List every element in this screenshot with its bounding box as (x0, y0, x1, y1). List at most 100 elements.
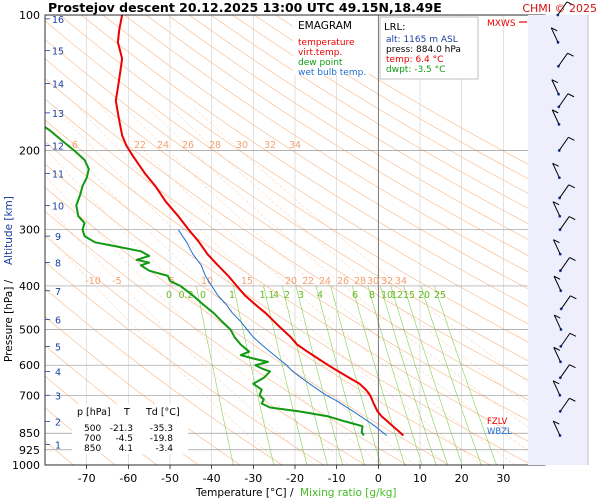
x-tick-label: 10 (413, 472, 427, 485)
wind-barb-flag (553, 239, 560, 244)
p-tick-label: 700 (19, 389, 40, 402)
dry-adiabat (59, 15, 545, 334)
wind-barb-flag (568, 184, 576, 189)
wind-panel (528, 15, 588, 465)
p-tick-label: 500 (19, 324, 40, 337)
mixing-ratio-label: 12 (391, 290, 403, 301)
levels-row-p: 500 (84, 424, 101, 434)
x-tick-label: -30 (244, 472, 262, 485)
altitude-label: 2 (55, 417, 61, 428)
wind-barb-flag (553, 275, 561, 280)
mixing-ratio-label: 0.2 (178, 290, 193, 301)
x-tick-label: -40 (203, 472, 221, 485)
wind-barb-flag (552, 201, 560, 206)
fzlv-label: FZLV (487, 417, 508, 427)
x-tick-label: 20 (455, 472, 469, 485)
chart-title: Prostejov descent 20.12.2025 13:00 UTC 4… (48, 0, 442, 15)
wbzl-label: WBZL (487, 427, 512, 437)
wind-barb-flag (569, 257, 576, 262)
mixing-ratio-label: 25 (434, 290, 446, 301)
altitude-label: 10 (52, 201, 64, 212)
altitude-label: 5 (55, 342, 61, 353)
wind-barb-flag (552, 162, 559, 167)
wind-barb-shaft (553, 314, 562, 330)
levels-row-t: 4.1 (119, 444, 133, 454)
wind-barb-flag (567, 93, 575, 98)
wind-barb-shaft (552, 239, 561, 255)
altitude-label: 1 (55, 440, 61, 451)
wind-barb-shaft (553, 276, 562, 291)
adiabat-label: -5 (112, 276, 121, 287)
wind-barb-shaft (551, 109, 560, 125)
lrl-temp: temp: 6.4 °C (386, 55, 443, 65)
p-tick-label: 400 (19, 280, 40, 293)
wind-barb-shaft (557, 1, 568, 16)
p-tick-label: 300 (19, 224, 40, 237)
wind-barb-shaft (559, 397, 570, 412)
levels-table-box (72, 404, 188, 454)
wind-barb-shaft (552, 420, 561, 436)
mixing-ratio-label: 0 (166, 290, 172, 301)
wind-barb-shaft (560, 295, 571, 310)
x-tick-label: 0 (375, 472, 382, 485)
x-tick-label: -20 (286, 472, 304, 485)
mixing-ratio-label: 2 (284, 290, 290, 301)
dry-adiabat (210, 15, 545, 218)
wind-barb-shaft (552, 380, 561, 396)
dry-adiabat-label: 32 (264, 140, 276, 151)
dry-adiabat (189, 15, 545, 233)
altitude-label: 4 (55, 368, 61, 379)
lrl-box (379, 16, 479, 80)
dry-adiabat (124, 15, 545, 282)
levels-header-t: T (123, 407, 130, 418)
legend-dew-point: dew point (298, 58, 343, 68)
wind-barbs-layer (528, 1, 589, 465)
altitude-label: 13 (52, 109, 64, 120)
adiabat-label: 24 (319, 276, 331, 287)
adiabat-label: 30 (367, 276, 379, 287)
mxws-label: MXWS (487, 19, 516, 29)
lrl-dwpt: dwpt: -3.5 °C (386, 65, 445, 75)
axes-layer: -70 -60 -50 -40 -30 -20 -10 0 10 20 30100200300400… (12, 9, 546, 485)
levels-header-p: p [hPa] (77, 407, 111, 418)
wind-barb-shaft (558, 137, 569, 151)
adiabat-label: 10 (201, 276, 213, 287)
levels-row-p: 700 (84, 434, 101, 444)
mixing-ratio-label: 1 (229, 290, 235, 301)
wind-barb-flag (568, 216, 576, 221)
altitude-label: 6 (55, 316, 61, 327)
wind-barb-shaft (559, 184, 570, 199)
altitude-label: 14 (52, 80, 64, 91)
x-tick-label: -50 (161, 472, 179, 485)
levels-row-td: -3.4 (155, 444, 173, 454)
dry-adiabat-label: 22 (134, 140, 146, 151)
wind-barb-shaft (559, 216, 570, 230)
wind-barb-flag (551, 27, 558, 32)
x-tick-label: -70 (78, 472, 96, 485)
mixing-ratio-label: 3 (298, 290, 304, 301)
dry-adiabat (102, 15, 545, 299)
adiabat-label: 34 (395, 276, 407, 287)
mixing-ratio-label: 20 (418, 290, 430, 301)
wind-barb-shaft (560, 332, 571, 347)
wind-barb-shaft (550, 27, 559, 43)
wind-barb-flag (553, 346, 560, 351)
wind-barb-flag (552, 109, 559, 114)
p-tick-label: 100 (19, 9, 40, 22)
copyright: CHMI © 2025 (522, 2, 597, 15)
x-axis-title-2: Mixing ratio [g/kg] (300, 487, 396, 499)
mixing-ratio-label: 4 (273, 290, 279, 301)
series-wet-bulb-temp- (177, 229, 388, 436)
wind-barb-shaft (551, 79, 560, 95)
wind-barb-shaft (552, 163, 560, 178)
adiabat-label: 22 (302, 276, 314, 287)
adiabat-label: 20 (285, 276, 297, 287)
dry-adiabat (145, 15, 545, 265)
moist-adiabat (45, 231, 283, 465)
wind-barb-shaft (557, 52, 568, 67)
x-axis-title: Temperature [°C] / (195, 487, 294, 499)
lrl-alt: alt: 1165 m ASL (386, 35, 458, 45)
wind-barb-flag (568, 136, 575, 141)
